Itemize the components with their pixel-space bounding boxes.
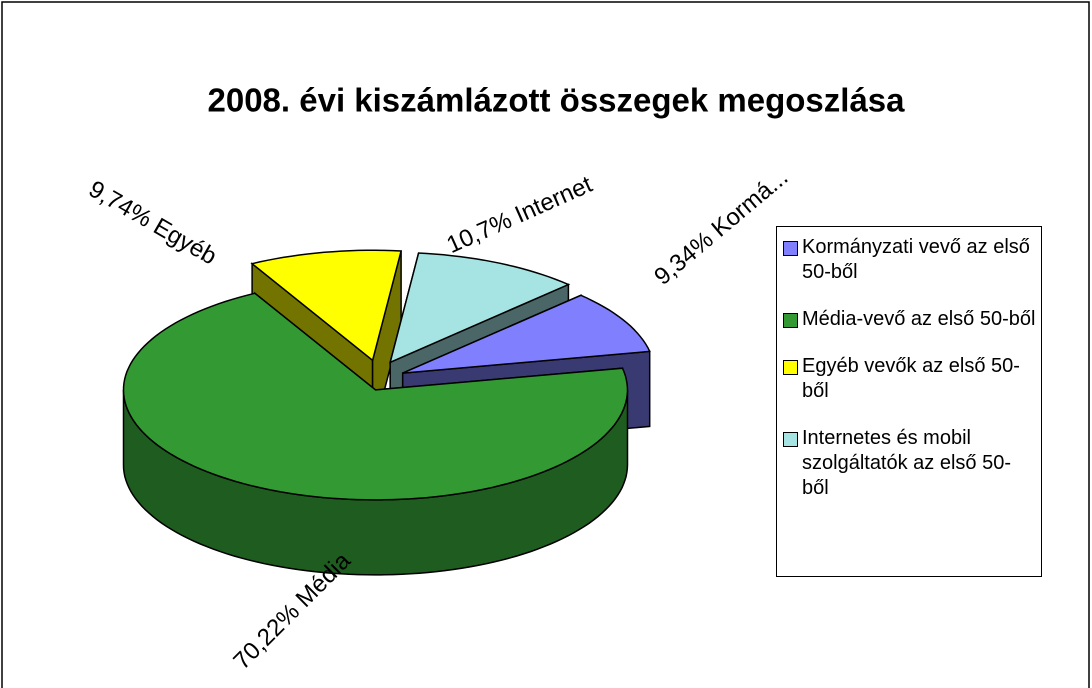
legend-swatch (783, 241, 798, 256)
legend-label: Kormányzati vevő az első 50-ből (802, 236, 1030, 283)
legend-swatch (783, 360, 798, 375)
slice-top (402, 294, 651, 374)
legend-entry: Média-vevő az első 50-ből (783, 307, 1037, 332)
legend-label: Internetes és mobil szolgáltatók az első… (802, 427, 1012, 499)
legend: Kormányzati vevő az első 50-ből Média-vev… (776, 226, 1042, 577)
legend-entry: Internetes és mobil szolgáltatók az első… (783, 426, 1037, 501)
pie-slice (122, 291, 629, 576)
slice-top (250, 249, 403, 362)
legend-entry: Egyéb vevők az első 50-ből (783, 354, 1037, 404)
slice-top (389, 252, 571, 364)
legend-swatch (783, 432, 798, 447)
chart-title: 2008. évi kiszámlázott összegek megoszlá… (207, 82, 905, 119)
legend-entry: Kormányzati vevő az első 50-ből (783, 235, 1037, 285)
slice-top (122, 292, 629, 501)
legend-label: Egyéb vevők az első 50-ből (802, 355, 1020, 402)
legend-swatch (783, 313, 798, 328)
legend-label: Média-vevő az első 50-ből (802, 308, 1036, 330)
